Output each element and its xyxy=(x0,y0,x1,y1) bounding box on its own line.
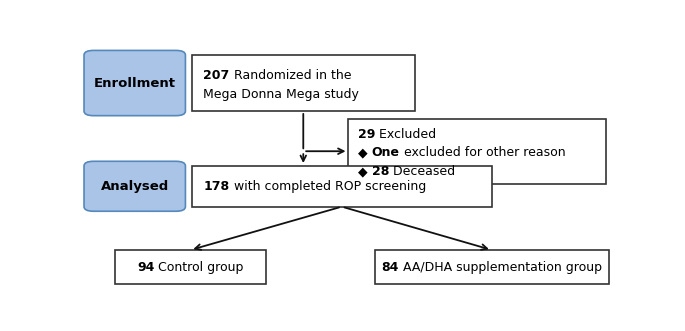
Text: 29: 29 xyxy=(358,128,375,141)
FancyBboxPatch shape xyxy=(84,50,186,116)
FancyBboxPatch shape xyxy=(84,161,186,211)
FancyBboxPatch shape xyxy=(192,55,414,111)
Text: AA/DHA supplementation group: AA/DHA supplementation group xyxy=(399,261,602,274)
Text: One: One xyxy=(371,146,399,160)
Text: Randomized in the: Randomized in the xyxy=(229,69,351,82)
Text: excluded for other reason: excluded for other reason xyxy=(399,146,565,160)
Text: Enrollment: Enrollment xyxy=(94,76,176,90)
Text: ◆: ◆ xyxy=(358,146,371,160)
Text: 207: 207 xyxy=(203,69,229,82)
FancyBboxPatch shape xyxy=(192,166,492,207)
FancyBboxPatch shape xyxy=(115,250,266,284)
Text: ◆: ◆ xyxy=(358,165,371,178)
FancyBboxPatch shape xyxy=(349,119,606,184)
Text: Deceased: Deceased xyxy=(389,165,455,178)
Text: Analysed: Analysed xyxy=(101,180,169,193)
Text: Excluded: Excluded xyxy=(375,128,436,141)
Text: 178: 178 xyxy=(203,180,229,193)
Text: with completed ROP screening: with completed ROP screening xyxy=(229,180,426,193)
FancyBboxPatch shape xyxy=(375,250,608,284)
Text: Control group: Control group xyxy=(155,261,244,274)
Text: 84: 84 xyxy=(382,261,399,274)
Text: 28: 28 xyxy=(371,165,389,178)
Text: 94: 94 xyxy=(137,261,155,274)
Text: Mega Donna Mega study: Mega Donna Mega study xyxy=(203,88,360,101)
